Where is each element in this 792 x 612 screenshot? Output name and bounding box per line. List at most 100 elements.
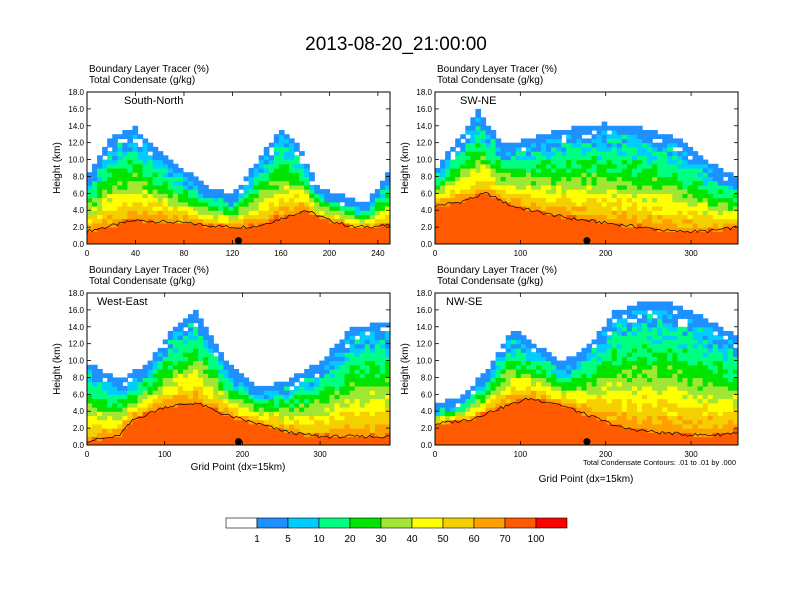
heatmap-cell	[647, 235, 653, 241]
heatmap-cell	[626, 356, 633, 362]
heatmap-cell	[152, 231, 159, 237]
heatmap-cell	[702, 227, 709, 232]
heatmap-cell	[652, 428, 658, 433]
heatmap-cell	[127, 394, 134, 400]
heatmap-cell	[177, 222, 184, 228]
heatmap-cell	[465, 125, 471, 131]
heatmap-cell	[137, 419, 144, 425]
heatmap-cell	[152, 201, 159, 207]
heatmap-cell	[137, 369, 144, 374]
heatmap-cell	[198, 339, 204, 345]
heatmap-cell	[324, 364, 330, 370]
heatmap-cell	[525, 180, 532, 186]
heatmap-cell	[299, 184, 305, 190]
heatmap-cell	[304, 432, 310, 438]
heatmap-cell	[339, 214, 346, 220]
heatmap-cell	[717, 227, 724, 232]
heatmap-cell	[475, 197, 482, 203]
heatmap-cell	[500, 411, 507, 417]
heatmap-cell	[364, 343, 371, 349]
heatmap-cell	[314, 415, 320, 421]
heatmap-cell	[329, 356, 336, 362]
heatmap-cell	[571, 180, 577, 186]
heatmap-cell	[601, 176, 608, 182]
heatmap-cell	[520, 402, 527, 408]
heatmap-cell	[248, 201, 255, 207]
heatmap-cell	[520, 432, 527, 438]
heatmap-cell	[102, 168, 108, 173]
heatmap-cell	[510, 411, 517, 417]
heatmap-cell	[299, 373, 305, 379]
heatmap-cell	[525, 235, 532, 241]
heatmap-cell	[309, 428, 315, 433]
heatmap-cell	[203, 373, 209, 379]
heatmap-cell	[107, 172, 113, 178]
heatmap-cell	[278, 423, 285, 429]
heatmap-cell	[172, 352, 179, 357]
heatmap-cell	[616, 411, 623, 417]
heatmap-cell	[142, 419, 149, 425]
heatmap-cell	[182, 352, 189, 357]
heatmap-cell	[107, 197, 113, 203]
heatmap-cell	[142, 231, 149, 237]
heatmap-cell	[662, 159, 668, 165]
heatmap-cell	[193, 197, 199, 203]
heatmap-cell	[561, 155, 567, 161]
heatmap-cell	[384, 407, 390, 412]
heatmap-cell	[152, 415, 159, 421]
heatmap-cell	[536, 377, 542, 383]
heatmap-cell	[530, 151, 537, 156]
heatmap-cell	[374, 377, 381, 383]
heatmap-cell	[162, 373, 169, 379]
heatmap-cell	[314, 239, 320, 244]
heatmap-cell	[283, 142, 290, 148]
heatmap-cell	[294, 398, 300, 404]
heatmap-cell	[314, 419, 320, 425]
heatmap-cell	[283, 423, 290, 429]
heatmap-cell	[87, 394, 93, 400]
heatmap-cell	[611, 322, 618, 328]
heatmap-cell	[273, 163, 280, 169]
heatmap-cell	[162, 172, 169, 178]
heatmap-cell	[475, 411, 482, 417]
heatmap-cell	[334, 411, 341, 417]
heatmap-cell	[223, 231, 229, 237]
heatmap-cell	[304, 214, 310, 220]
heatmap-cell	[551, 184, 557, 190]
heatmap-cell	[505, 352, 512, 357]
heatmap-cell	[435, 197, 441, 203]
heatmap-cell	[122, 428, 128, 433]
heatmap-cell	[278, 415, 285, 421]
heatmap-cell	[223, 235, 229, 241]
heatmap-cell	[112, 231, 118, 237]
heatmap-cell	[631, 130, 638, 135]
heatmap-cell	[465, 407, 471, 412]
heatmap-cell	[520, 227, 527, 232]
heatmap-cell	[248, 381, 255, 387]
heatmap-cell	[268, 180, 275, 186]
heatmap-cell	[732, 235, 738, 241]
heatmap-cell	[157, 356, 164, 362]
heatmap-cell	[319, 394, 325, 400]
heatmap-cell	[324, 214, 330, 220]
heatmap-cell	[112, 197, 118, 203]
heatmap-cell	[208, 189, 214, 194]
heatmap-cell	[147, 142, 154, 148]
heatmap-cell	[233, 218, 240, 224]
heatmap-cell	[697, 218, 704, 224]
heatmap-cell	[475, 134, 482, 140]
heatmap-cell	[203, 360, 209, 366]
heatmap-cell	[596, 180, 603, 186]
heatmap-cell	[152, 432, 159, 438]
heatmap-cell	[319, 428, 325, 433]
heatmap-cell	[92, 373, 98, 379]
heatmap-cell	[132, 411, 139, 417]
heatmap-cell	[530, 381, 537, 387]
heatmap-cell	[193, 239, 199, 244]
heatmap-cell	[107, 138, 113, 144]
heatmap-cell	[546, 172, 552, 178]
heatmap-cell	[213, 356, 219, 362]
heatmap-cell	[571, 398, 577, 404]
heatmap-cell	[193, 193, 199, 199]
heatmap-cell	[606, 322, 613, 328]
